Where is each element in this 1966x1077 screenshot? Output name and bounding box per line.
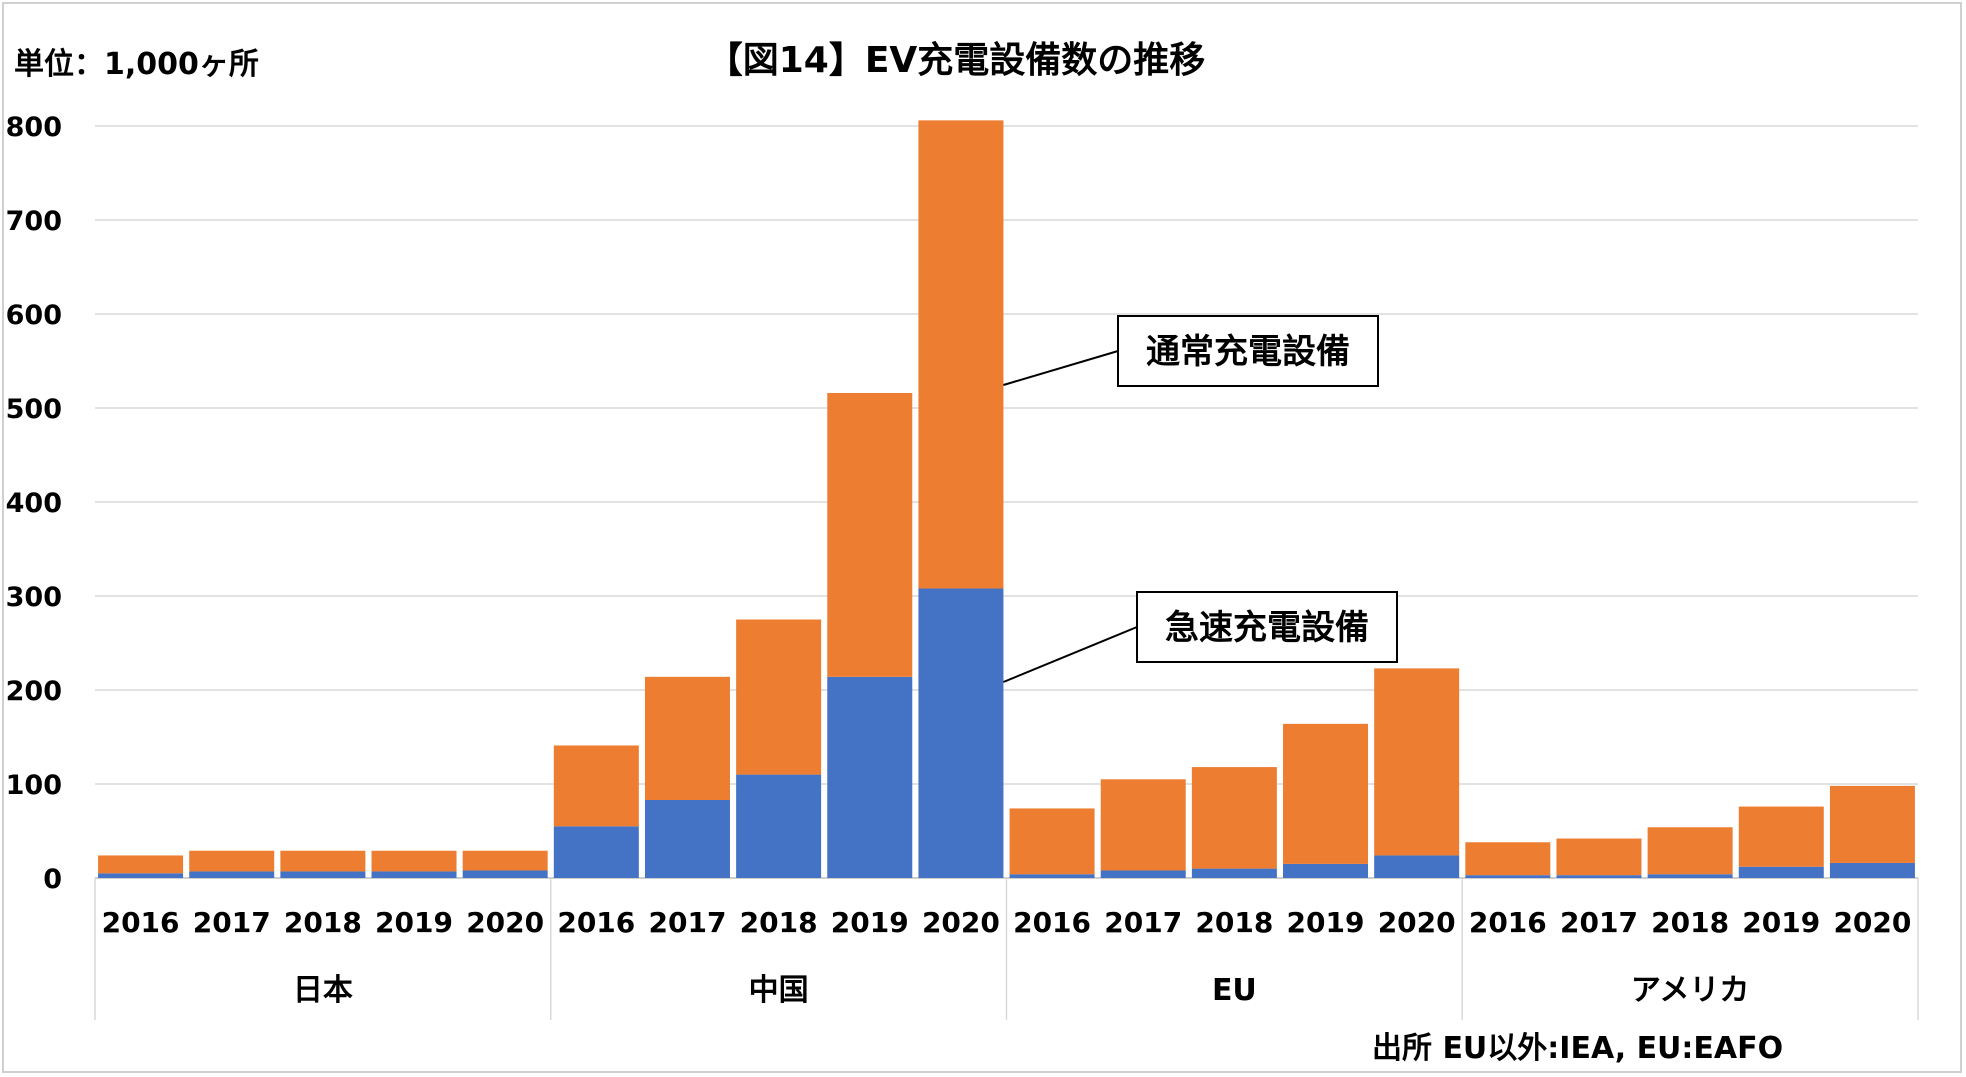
bar-rapid-0-4 (462, 870, 548, 878)
bar-rapid-2-2 (1191, 868, 1277, 878)
y-axis-ticks: 0 100 200 300 400 500 600 700 800 (6, 112, 62, 895)
x-group-label: アメリカ (1631, 973, 1750, 1008)
bars (98, 120, 1915, 878)
bar-rapid-1-3 (827, 676, 913, 878)
x-tick-year: 2020 (922, 906, 1000, 939)
callout-box (1117, 315, 1379, 387)
bar-normal-1-0 (553, 745, 639, 827)
bar-rapid-1-4 (918, 588, 1004, 878)
bar-rapid-3-4 (1829, 862, 1915, 878)
x-tick-year: 2016 (102, 906, 180, 939)
bar-normal-0-4 (462, 850, 548, 871)
bar-normal-3-4 (1829, 785, 1915, 863)
source-note: 出所 EU以外:IEA, EU:EAFO (1372, 1031, 1783, 1066)
bar-rapid-1-0 (553, 826, 639, 878)
bar-normal-2-3 (1283, 723, 1369, 864)
x-tick-year: 2019 (1287, 906, 1365, 939)
bar-normal-1-4 (918, 120, 1004, 589)
bar-normal-0-3 (371, 850, 457, 872)
y-tick-label: 0 (43, 864, 62, 895)
x-tick-year: 2019 (1742, 906, 1820, 939)
bar-rapid-3-2 (1647, 874, 1733, 878)
bar-rapid-2-1 (1100, 870, 1186, 878)
bar-rapid-0-1 (189, 871, 275, 878)
callout-label: 急速充電設備 (1165, 608, 1369, 648)
bar-rapid-0-0 (98, 873, 184, 878)
bar-normal-2-0 (1009, 808, 1095, 875)
bar-rapid-3-3 (1738, 866, 1824, 878)
x-tick-year: 2016 (557, 906, 635, 939)
bar-normal-2-4 (1374, 668, 1460, 856)
x-tick-year: 2018 (740, 906, 818, 939)
x-tick-year: 2017 (1560, 906, 1638, 939)
y-tick-label: 100 (6, 770, 62, 801)
x-group-label: 日本 (293, 973, 353, 1008)
bar-normal-0-1 (189, 850, 275, 872)
grid-lines (95, 125, 1918, 879)
bar-rapid-2-4 (1374, 855, 1460, 878)
callout-label: 通常充電設備 (1146, 332, 1350, 372)
x-tick-year: 2018 (1195, 906, 1273, 939)
y-tick-label: 600 (6, 300, 62, 331)
bar-normal-2-1 (1100, 779, 1186, 871)
x-tick-year: 2020 (1833, 906, 1911, 939)
bar-normal-1-1 (644, 676, 730, 800)
x-tick-year: 2019 (831, 906, 909, 939)
chart-title: 【図14】EV充電設備数の推移 (707, 40, 1206, 81)
callout-box (1136, 591, 1398, 663)
x-group-label: EU (1212, 973, 1257, 1008)
unit-label: 単位：1,000ヶ所 (14, 47, 259, 82)
x-axis: 2016 2017 2018 2019 2020 日本 2016 2017 2018 2019 20… (94, 878, 1919, 1020)
x-tick-year: 2017 (193, 906, 271, 939)
bar-rapid-0-3 (371, 871, 457, 878)
y-tick-label: 300 (6, 582, 62, 613)
x-tick-year: 2017 (1104, 906, 1182, 939)
bar-normal-0-2 (280, 850, 366, 872)
bar-normal-3-3 (1738, 806, 1824, 867)
x-tick-year: 2019 (375, 906, 453, 939)
x-tick-year: 2020 (466, 906, 544, 939)
callout-leader (1003, 626, 1138, 683)
y-tick-label: 500 (6, 394, 62, 425)
x-tick-year: 2016 (1469, 906, 1547, 939)
bar-normal-3-0 (1465, 842, 1551, 876)
bar-normal-3-1 (1556, 838, 1642, 876)
x-group-label: 中国 (749, 973, 809, 1008)
x-tick-year: 2017 (649, 906, 727, 939)
x-tick-year: 2018 (284, 906, 362, 939)
y-tick-label: 700 (6, 206, 62, 237)
x-tick-year: 2020 (1378, 906, 1456, 939)
y-tick-label: 200 (6, 676, 62, 707)
bar-normal-1-2 (736, 619, 822, 775)
bar-normal-0-0 (98, 855, 184, 874)
bar-rapid-3-0 (1465, 875, 1551, 878)
bar-normal-3-2 (1647, 827, 1733, 875)
x-tick-year: 2016 (1013, 906, 1091, 939)
bar-rapid-2-0 (1009, 874, 1095, 878)
bar-rapid-0-2 (280, 871, 366, 878)
y-tick-label: 400 (6, 488, 62, 519)
y-tick-label: 800 (6, 112, 62, 143)
bar-rapid-1-2 (736, 774, 822, 878)
bar-rapid-3-1 (1556, 875, 1642, 878)
bar-normal-1-3 (827, 392, 913, 677)
bar-rapid-2-3 (1283, 863, 1369, 878)
bar-rapid-1-1 (644, 799, 730, 878)
x-tick-year: 2018 (1651, 906, 1729, 939)
callout-leader (1003, 350, 1119, 386)
bar-normal-2-2 (1191, 767, 1277, 869)
